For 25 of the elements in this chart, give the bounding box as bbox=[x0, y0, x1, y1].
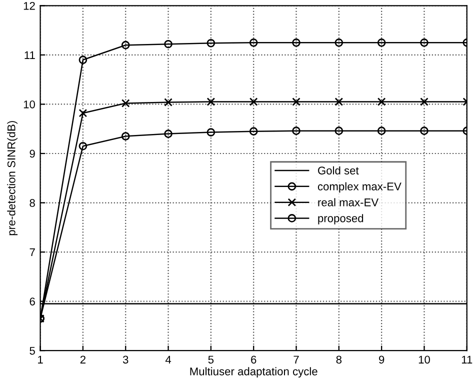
x-axis-title: Multiuser adaptation cycle bbox=[190, 367, 318, 378]
x-tick-label: 6 bbox=[251, 356, 256, 364]
x-tick-label: 3 bbox=[122, 356, 128, 364]
legend-label: proposed bbox=[318, 214, 364, 224]
y-tick-label: 6 bbox=[30, 298, 35, 306]
legend-label: complex max-EV bbox=[318, 182, 402, 193]
x-tick-label: 11 bbox=[462, 356, 472, 364]
y-tick-label: 9 bbox=[30, 150, 35, 158]
x-tick-label: 5 bbox=[208, 356, 214, 364]
x-tick-label: 2 bbox=[80, 356, 86, 364]
y-axis-title: pre-detection SINR(dB) bbox=[7, 121, 18, 236]
y-tick-label: 10 bbox=[24, 100, 35, 108]
legend-label: real max-EV bbox=[318, 198, 379, 206]
legend-label: Gold set bbox=[318, 166, 359, 174]
y-tick-label: 12 bbox=[24, 2, 35, 10]
x-tick-label: 9 bbox=[379, 356, 384, 364]
x-tick-label: 8 bbox=[336, 356, 342, 364]
y-tick-label: 7 bbox=[30, 248, 35, 256]
x-tick-label: 7 bbox=[294, 356, 299, 364]
x-tick-label: 1 bbox=[38, 356, 43, 364]
y-tick-label: 5 bbox=[30, 346, 35, 355]
x-tick-label: 10 bbox=[418, 356, 430, 364]
y-tick-label: 11 bbox=[24, 51, 35, 59]
y-tick-label: 8 bbox=[30, 199, 35, 207]
x-tick-label: 4 bbox=[165, 356, 172, 364]
